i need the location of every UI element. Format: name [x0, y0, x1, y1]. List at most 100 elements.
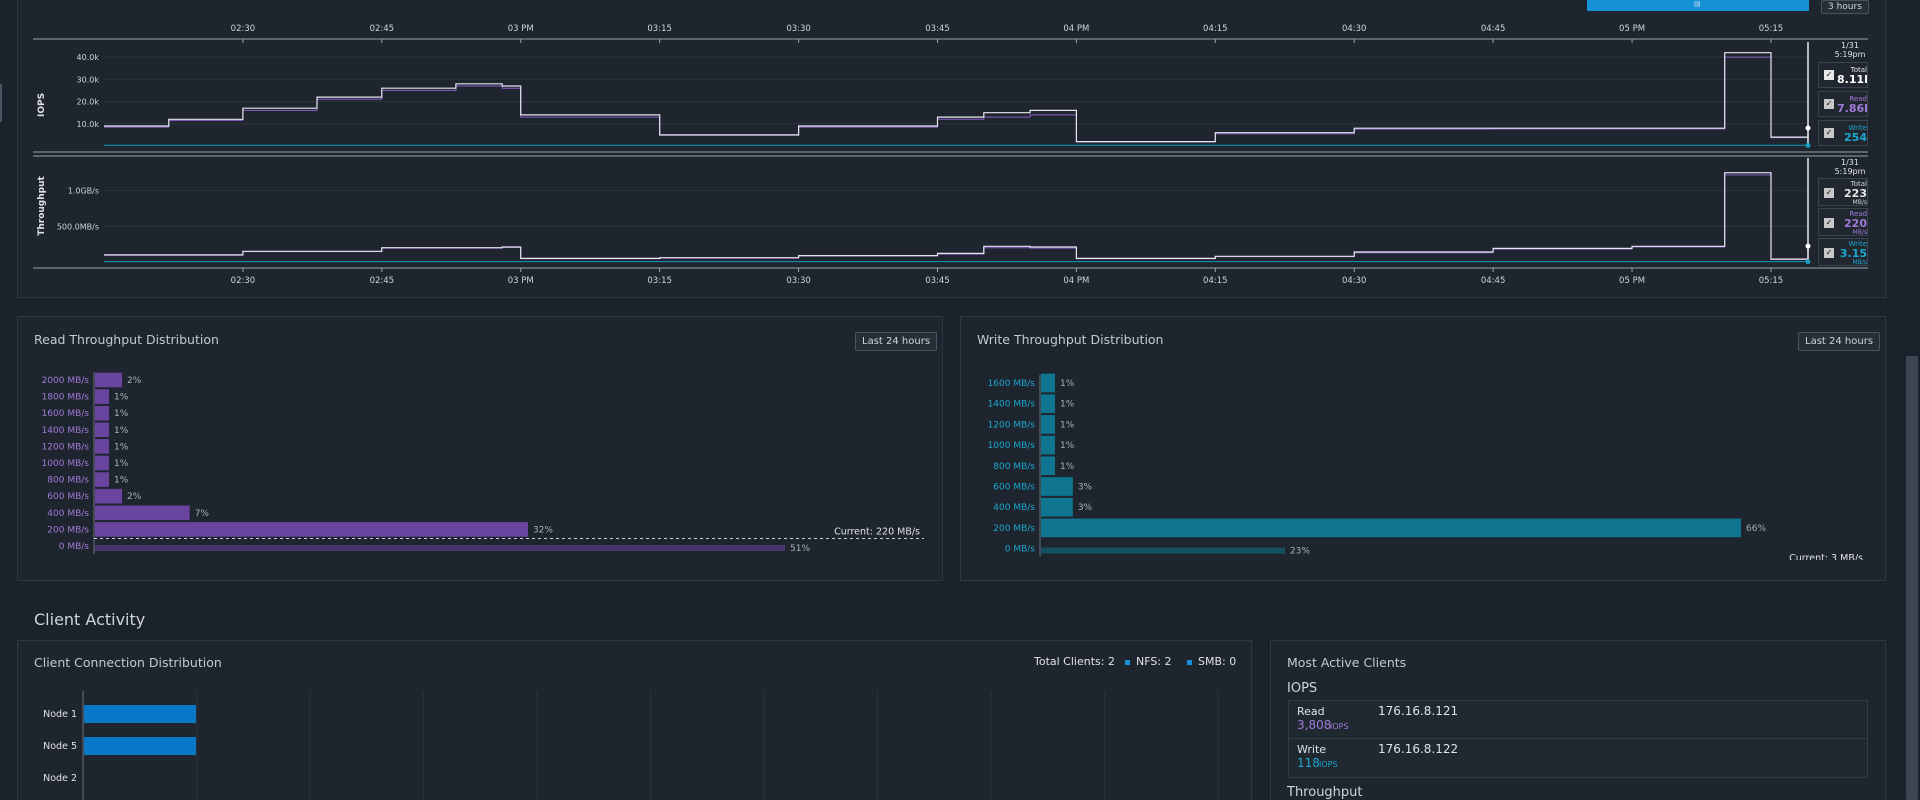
- tp-date: 1/31: [1841, 158, 1859, 167]
- legend-total-label: Total: [1850, 66, 1867, 74]
- checkbox-checked-icon[interactable]: ✓: [1824, 128, 1834, 138]
- current-marker-label: Current: 220 MB/s: [834, 527, 920, 538]
- distribution-bar: [1041, 547, 1285, 554]
- legend-read-value: 7.86k: [1837, 102, 1867, 115]
- bucket-percent: 1%: [114, 393, 129, 403]
- y-tick-label: 500.0MB/s: [57, 222, 99, 231]
- tp-total-legend[interactable]: ✓ Total 223 MB/s: [1818, 178, 1868, 206]
- table-row[interactable]: Write 118 IOPS 176.16.8.122: [1289, 739, 1867, 777]
- distribution-bar: [95, 405, 109, 421]
- time-tick-label: 02:45: [370, 24, 395, 34]
- iops-chart: 02:30 02:30 02:45 02:45 03 PM 03 PM 03:15 03:15…: [33, 24, 1868, 286]
- checkbox-checked-icon[interactable]: ✓: [1824, 99, 1834, 109]
- read-distribution-chart: 2000 MB/s 2% 1800 MB/s 1% 1600 MB/s 1% 1400 MB…: [42, 372, 924, 554]
- distribution-bar: [1041, 373, 1055, 393]
- time-tick-label: 03 PM: [508, 276, 534, 286]
- bucket-percent: 3%: [1078, 503, 1093, 513]
- bucket-percent: 1%: [1060, 420, 1075, 430]
- bucket-percent: 1%: [114, 426, 129, 436]
- client-activity-heading: Client Activity: [34, 610, 146, 629]
- cursor-point: [1805, 125, 1811, 131]
- distribution-bar: [95, 545, 785, 551]
- iops-write-legend[interactable]: ✓ Write 254: [1818, 120, 1868, 146]
- cursor-point: [1805, 259, 1811, 265]
- distribution-bar: [95, 439, 109, 454]
- distribution-bar: [95, 389, 109, 404]
- distribution-bar: [95, 522, 528, 537]
- checkbox-checked-icon[interactable]: ✓: [1824, 218, 1834, 228]
- distribution-bar: [1041, 477, 1073, 496]
- client-ip[interactable]: 176.16.8.122: [1378, 742, 1459, 756]
- checkbox-checked-icon[interactable]: ✓: [1824, 70, 1834, 80]
- y-axis-label: Throughput: [37, 176, 47, 236]
- iops-read-legend[interactable]: ✓ Read 7.86k: [1818, 91, 1868, 117]
- bucket-label: 1600 MB/s: [42, 409, 90, 419]
- bucket-label: 600 MB/s: [47, 492, 89, 502]
- legend-read-unit: MB/s: [1852, 229, 1867, 236]
- time-tick-label: 05 PM: [1619, 24, 1645, 34]
- legend-total-unit: MB/s: [1852, 199, 1867, 206]
- node-bar: [84, 705, 196, 723]
- read-last-24-hours-button[interactable]: Last 24 hours: [855, 332, 938, 351]
- client-metric-unit: IOPS: [1319, 760, 1338, 769]
- bucket-label: 1400 MB/s: [988, 400, 1036, 410]
- time-tick-label: 04:45: [1481, 276, 1506, 286]
- legend-read-label: Read: [1849, 95, 1867, 103]
- tp-write-legend[interactable]: ✓ Write 3.15 MB/s: [1818, 238, 1868, 266]
- left-edge-marker: [0, 84, 2, 122]
- bucket-label: 1200 MB/s: [42, 442, 90, 452]
- read-distribution-panel: [17, 316, 943, 581]
- node-label: Node 5: [43, 741, 77, 752]
- nfs-legend-dot-icon: [1125, 660, 1130, 665]
- bucket-label: 2000 MB/s: [42, 376, 90, 386]
- time-tick-label: 02:45: [370, 276, 395, 286]
- distribution-bar: [95, 488, 123, 504]
- write-last-24-hours-button[interactable]: Last 24 hours: [1798, 332, 1881, 351]
- bucket-percent: 32%: [533, 525, 553, 535]
- distribution-bar: [1041, 456, 1055, 476]
- node-label: Node 2: [43, 773, 77, 784]
- bucket-label: 1600 MB/s: [988, 379, 1036, 389]
- client-metric-label: Read: [1297, 705, 1325, 718]
- time-tick-label: 03:15: [647, 24, 672, 34]
- time-tick-label: 03:45: [925, 24, 950, 34]
- slider-grip-icon[interactable]: ▤: [1694, 0, 1701, 8]
- bucket-percent: 51%: [790, 544, 810, 554]
- bucket-label: 400 MB/s: [993, 503, 1035, 513]
- bucket-percent: 1%: [114, 409, 129, 419]
- cursor-point: [1805, 142, 1811, 148]
- iops-total-legend[interactable]: ✓ Total 8.11k: [1818, 62, 1868, 88]
- y-tick-label: 10.0k: [77, 120, 100, 129]
- scrollbar-thumb[interactable]: [1906, 356, 1918, 800]
- bucket-percent: 1%: [1060, 462, 1075, 472]
- time-tick-label: 02:30: [231, 276, 256, 286]
- distribution-bar: [95, 455, 109, 471]
- tp-read-legend[interactable]: ✓ Read 220 MB/s: [1818, 208, 1868, 236]
- checkbox-checked-icon[interactable]: ✓: [1824, 248, 1834, 258]
- time-tick-label: 04:30: [1342, 24, 1367, 34]
- bucket-percent: 1%: [1060, 379, 1075, 389]
- range-3-hours-button[interactable]: 3 hours: [1821, 0, 1869, 14]
- distribution-bar: [1041, 394, 1055, 414]
- time-tick-label: 04:30: [1342, 276, 1367, 286]
- distribution-bar: [95, 505, 190, 521]
- time-tick-label: 02:30: [231, 24, 256, 34]
- bucket-label: 1800 MB/s: [42, 393, 90, 403]
- bucket-label: 1200 MB/s: [988, 420, 1036, 430]
- time-tick-label: 04:45: [1481, 24, 1506, 34]
- distribution-bar: [95, 372, 123, 388]
- client-ip[interactable]: 176.16.8.121: [1378, 704, 1459, 718]
- y-tick-label: 30.0k: [77, 75, 100, 84]
- y-tick-label: 1.0GB/s: [68, 187, 99, 196]
- time-range-slider[interactable]: ▤: [1587, 0, 1809, 11]
- bucket-percent: 2%: [127, 492, 142, 502]
- most-active-iops-table: Read 3,808 IOPS 176.16.8.121 Write 118 I…: [1288, 700, 1868, 778]
- distribution-bar: [1041, 497, 1073, 517]
- bucket-label: 200 MB/s: [993, 524, 1035, 534]
- bucket-label: 800 MB/s: [993, 462, 1035, 472]
- table-row[interactable]: Read 3,808 IOPS 176.16.8.121: [1289, 701, 1867, 739]
- iops-date: 1/31: [1841, 41, 1859, 50]
- checkbox-checked-icon[interactable]: ✓: [1824, 188, 1834, 198]
- y-axis-label: IOPS: [37, 93, 47, 117]
- distribution-bar: [95, 422, 109, 438]
